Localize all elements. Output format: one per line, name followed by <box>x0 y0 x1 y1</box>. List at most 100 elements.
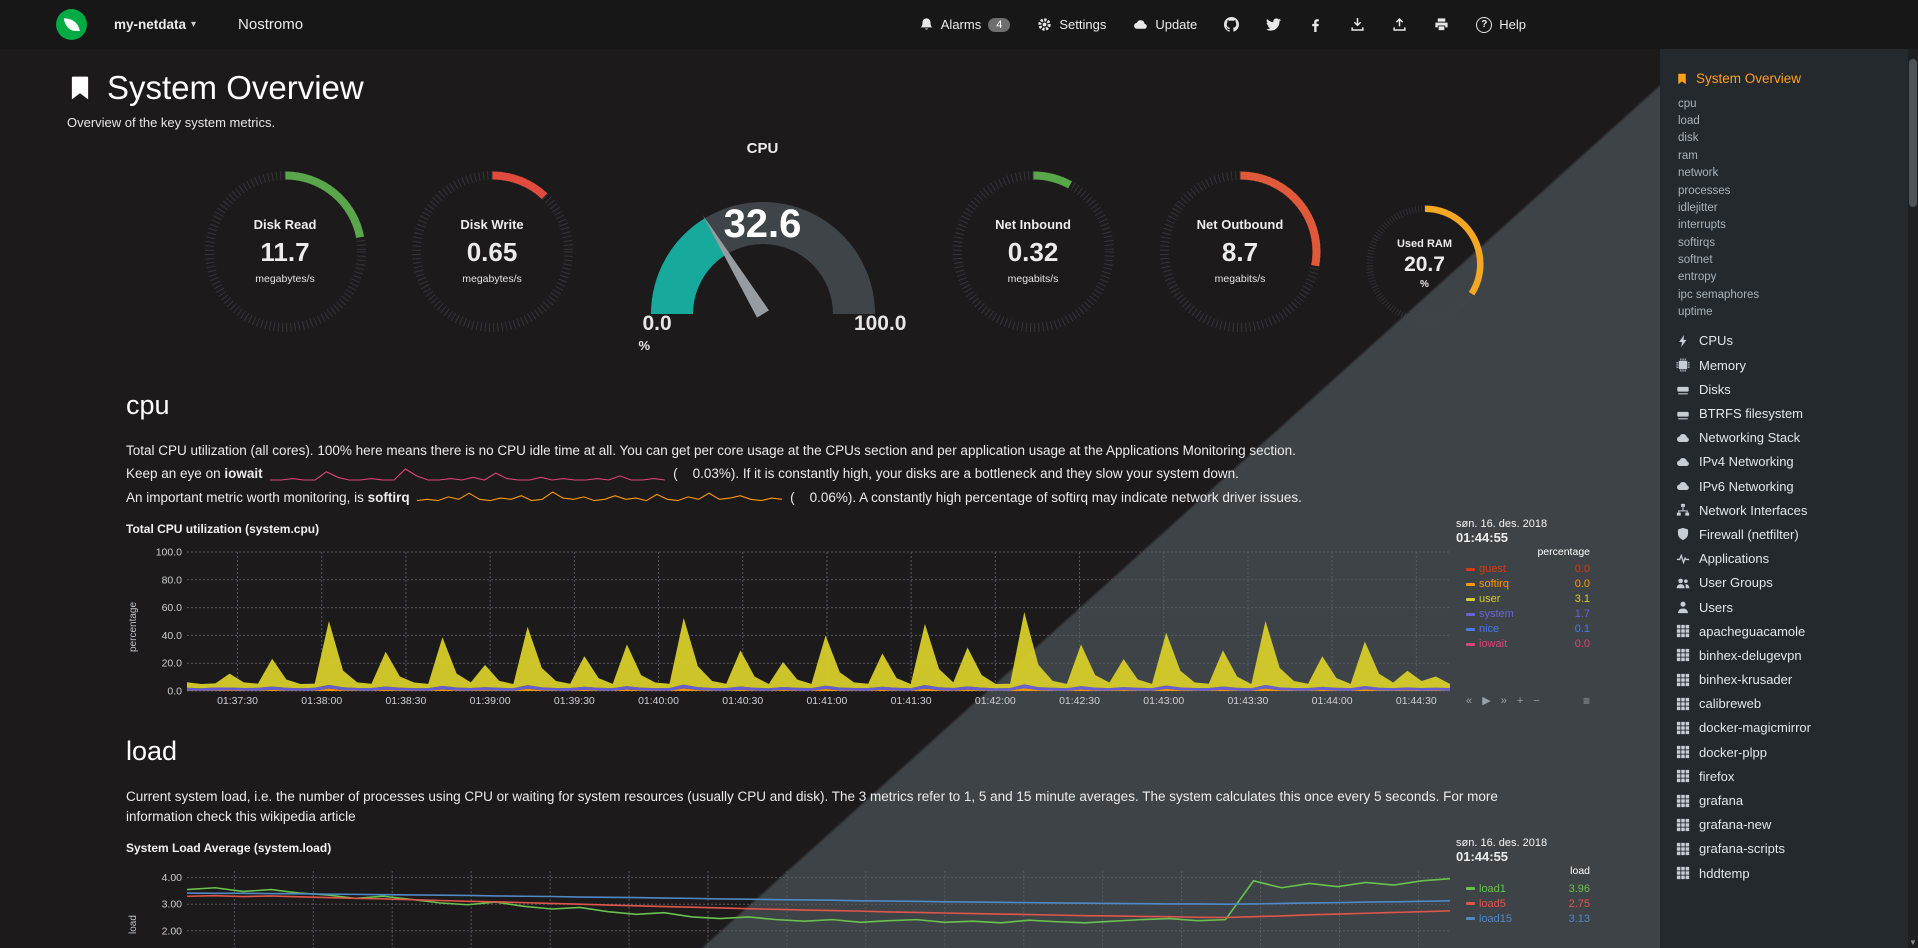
sidebar-item-memory[interactable]: Memory <box>1676 353 1902 377</box>
sidebar-item-grafana-scripts[interactable]: grafana-scripts <box>1676 837 1902 861</box>
sidebar-item-system-overview[interactable]: System Overview <box>1676 71 1902 86</box>
sidebar-subitem-network[interactable]: network <box>1678 167 1719 180</box>
gauge-max: 100.0 <box>853 312 907 335</box>
legend-item-guest[interactable]: guest 0.0 <box>1466 562 1590 577</box>
print-icon[interactable] <box>1434 17 1449 32</box>
zoom-out-icon[interactable]: − <box>1533 695 1540 708</box>
netdata-logo[interactable] <box>55 8 88 41</box>
sidebar-subitem-idlejitter[interactable]: idlejitter <box>1678 201 1718 214</box>
svg-text:01:42:00: 01:42:00 <box>975 695 1016 707</box>
github-icon[interactable] <box>1224 17 1239 32</box>
gauge-value: 0.65 <box>466 237 518 267</box>
sidebar-item-apacheguacamole[interactable]: apacheguacamole <box>1676 619 1902 643</box>
gauge-title: Used RAM <box>1396 238 1452 250</box>
download-icon[interactable] <box>1350 17 1365 32</box>
sidebar-item-binhex-delugevpn[interactable]: binhex-delugevpn <box>1676 643 1902 667</box>
legend-item-load1[interactable]: load1 3.96 <box>1466 881 1590 896</box>
legend-item-iowait[interactable]: iowait 0.0 <box>1466 637 1590 652</box>
gear-icon <box>1037 17 1052 32</box>
legend-item-load5[interactable]: load5 2.75 <box>1466 896 1590 911</box>
legend-item-load15[interactable]: load15 3.13 <box>1466 911 1590 926</box>
sidebar-item-applications[interactable]: Applications <box>1676 547 1902 571</box>
zoom-in-icon[interactable]: + <box>1516 695 1524 708</box>
sidebar-item-network-interfaces[interactable]: Network Interfaces <box>1676 498 1902 522</box>
legend-item-user[interactable]: user 3.1 <box>1466 592 1590 607</box>
page-scrollbar[interactable]: ▼ <box>1908 49 1918 948</box>
alarms-button[interactable]: Alarms 4 <box>919 17 1011 32</box>
cpu-iowait-line: Keep an eye on iowait ( 0.03%). If it is… <box>126 466 1239 482</box>
gauge-value: 32.6 <box>723 202 802 246</box>
hostname-link[interactable]: Nostromo <box>238 16 304 33</box>
sidebar-item-grafana-new[interactable]: grafana-new <box>1676 813 1902 837</box>
wikipedia-link[interactable]: this wikipedia article <box>235 809 356 824</box>
play-icon[interactable]: ▶ <box>1482 695 1491 708</box>
upload-icon[interactable] <box>1392 17 1407 32</box>
sidebar-item-firefox[interactable]: firefox <box>1676 764 1902 788</box>
svg-text:01:44:00: 01:44:00 <box>1312 695 1353 707</box>
main-content: System Overview Overview of the key syst… <box>0 49 1660 948</box>
sidebar-item-networking-stack[interactable]: Networking Stack <box>1676 426 1902 450</box>
sidebar-item-docker-plpp[interactable]: docker-plpp <box>1676 740 1902 764</box>
pan-right-icon[interactable]: » <box>1500 695 1507 708</box>
gauge-disk-read[interactable]: Disk Read 11.7 megabytes/s <box>203 169 368 334</box>
sidebar-item-binhex-krusader[interactable]: binhex-krusader <box>1676 668 1902 692</box>
sidebar-subitem-disk[interactable]: disk <box>1678 132 1699 145</box>
grid-icon <box>1676 866 1690 880</box>
page-title: System Overview <box>107 69 364 106</box>
legend-item-softirq[interactable]: softirq 0.0 <box>1466 577 1590 592</box>
sidebar-subitem-entropy[interactable]: entropy <box>1678 271 1717 284</box>
grid-icon <box>1676 673 1690 687</box>
help-button[interactable]: ? Help <box>1476 16 1526 33</box>
sidebar-subitem-interrupts[interactable]: interrupts <box>1678 219 1726 232</box>
gauge-disk-write[interactable]: Disk Write 0.65 megabytes/s <box>410 169 575 334</box>
cloud-icon <box>1676 455 1690 469</box>
sidebar-item-ipv6-networking[interactable]: IPv6 Networking <box>1676 474 1902 498</box>
scrollbar-down-arrow[interactable]: ▼ <box>1909 938 1917 947</box>
sidebar-subitem-processes[interactable]: processes <box>1678 184 1731 197</box>
facebook-icon[interactable] <box>1308 17 1323 32</box>
sidebar-subitem-softirqs[interactable]: softirqs <box>1678 236 1716 249</box>
sidebar-item-grafana[interactable]: grafana <box>1676 788 1902 812</box>
sidebar-subitem-load[interactable]: load <box>1678 115 1700 128</box>
pan-left-icon[interactable]: « <box>1466 695 1473 708</box>
sidebar-item-disks[interactable]: Disks <box>1676 377 1902 401</box>
bolt-icon <box>1676 334 1690 348</box>
sidebar-subitem-uptime[interactable]: uptime <box>1678 306 1713 319</box>
load-chart-plot[interactable]: 1.002.003.004.0001:37:0001:37:3001:38:00… <box>141 865 1456 948</box>
cloud-icon <box>1133 17 1148 32</box>
cpu-chart-resize-handle[interactable]: ≡ <box>1582 693 1590 708</box>
sidebar-item-docker-magicmirror[interactable]: docker-magicmirror <box>1676 716 1902 740</box>
settings-label: Settings <box>1059 17 1107 32</box>
sidebar-item-btrfs-filesystem[interactable]: BTRFS filesystem <box>1676 401 1902 425</box>
grid-icon <box>1676 745 1690 759</box>
legend-item-system[interactable]: system 1.7 <box>1466 607 1590 622</box>
sidebar-item-ipv4-networking[interactable]: IPv4 Networking <box>1676 450 1902 474</box>
gauge-used-ram[interactable]: Used RAM 20.7 % <box>1365 204 1485 324</box>
gauge-cpu[interactable]: CPU 32.6 0.0 100.0 % <box>617 140 909 362</box>
sidebar-item-hddtemp[interactable]: hddtemp <box>1676 861 1902 885</box>
legend-item-nice[interactable]: nice 0.1 <box>1466 622 1590 637</box>
sidebar-subitem-softnet[interactable]: softnet <box>1678 254 1713 267</box>
sidebar-item-users[interactable]: Users <box>1676 595 1902 619</box>
twitter-icon[interactable] <box>1266 17 1281 32</box>
cpu-chart-plot[interactable]: 0.0 20.0 40.0 60.0 80.0 100.0 01:37:30 01:38:00… <box>141 546 1456 708</box>
sidebar-item-user-groups[interactable]: User Groups <box>1676 571 1902 595</box>
svg-text:4.00: 4.00 <box>162 872 183 884</box>
svg-text:3.00: 3.00 <box>162 899 183 911</box>
scrollbar-thumb[interactable] <box>1909 59 1917 207</box>
sidebar-subitem-ram[interactable]: ram <box>1678 149 1698 162</box>
gauge-net-outbound[interactable]: Net Outbound 8.7 megabits/s <box>1158 169 1323 334</box>
gauge-net-inbound[interactable]: Net Inbound 0.32 megabits/s <box>951 169 1116 334</box>
update-button[interactable]: Update <box>1133 17 1197 32</box>
sidebar-subitem-ipc-semaphores[interactable]: ipc semaphores <box>1678 288 1760 301</box>
sidebar-item-firewall-netfilter-[interactable]: Firewall (netfilter) <box>1676 522 1902 546</box>
svg-text:01:44:30: 01:44:30 <box>1396 695 1437 707</box>
svg-text:01:41:00: 01:41:00 <box>806 695 847 707</box>
my-netdata-dropdown[interactable]: my-netdata ▾ <box>114 17 196 32</box>
settings-button[interactable]: Settings <box>1037 17 1106 32</box>
svg-text:01:41:30: 01:41:30 <box>891 695 932 707</box>
sidebar-item-calibreweb[interactable]: calibreweb <box>1676 692 1902 716</box>
grid-icon <box>1676 842 1690 856</box>
sidebar-subitem-cpu[interactable]: cpu <box>1678 97 1697 110</box>
sidebar-item-cpus[interactable]: CPUs <box>1676 329 1902 353</box>
